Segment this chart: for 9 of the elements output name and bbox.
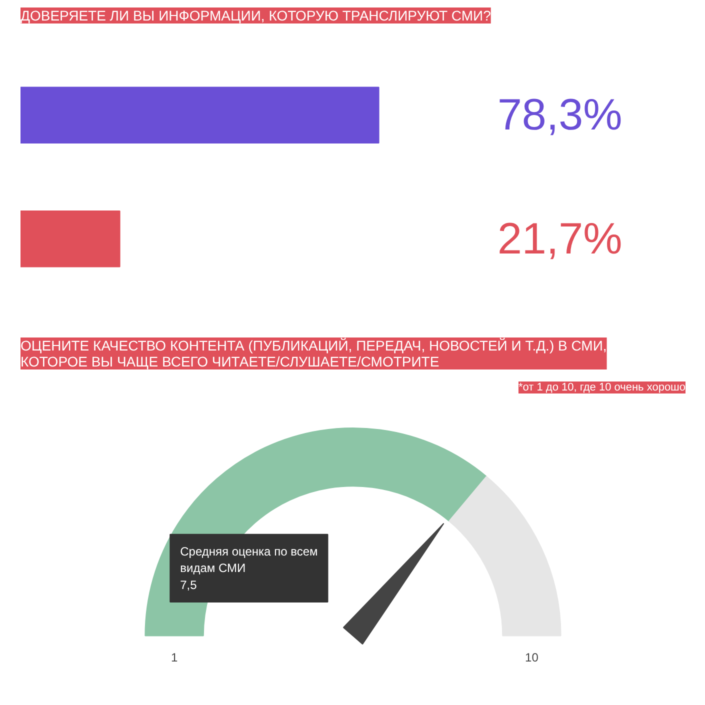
text: *от 1 до 10, где 10 очень хорошо bbox=[518, 382, 686, 394]
data-label: 21,7% bbox=[497, 214, 622, 264]
data-label: 78,3% bbox=[497, 90, 622, 140]
text: 10 bbox=[525, 650, 539, 665]
text: 7,5 bbox=[180, 578, 198, 592]
slice-label: Средняя оценка по всем видам СМИ bbox=[180, 544, 318, 576]
chart-title: ДОВЕРЯЕТЕ ЛИ ВЫ ИНФОРМАЦИИ, КОТОРУЮ ТРАНСЛИРУЮТ СМИ? bbox=[20, 8, 492, 24]
chart-title: ОЦЕНИТЕ КАЧЕСТВО КОНТЕНТА (ПУБЛИКАЦИЙ, ПЕРЕДАЧ, НОВОСТЕЙ И Т.Д.) В СМИ, КОТОРОЕ ВЫ ЧАЩЕ ВСЕГО ЧИТАЕТЕ/СЛУШАЕТЕ/СМОТРИТЕ bbox=[20, 338, 607, 370]
text: 1 bbox=[170, 650, 178, 665]
